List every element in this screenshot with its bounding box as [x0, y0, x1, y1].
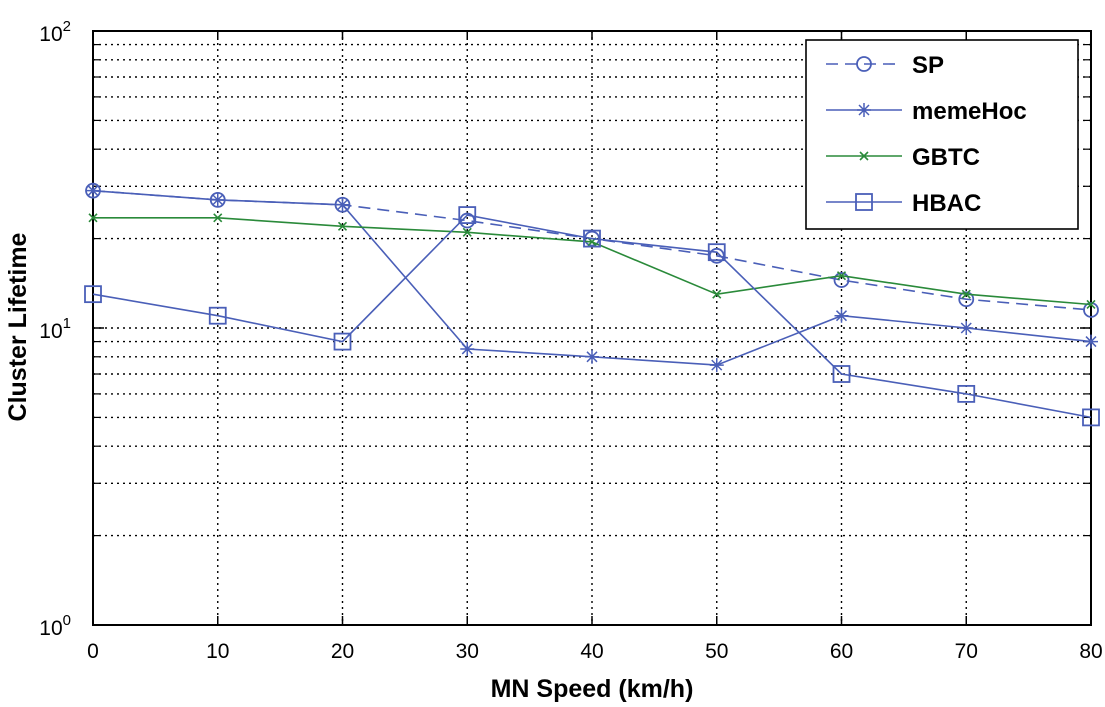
y-tick-label: 102 [39, 18, 71, 46]
circle-marker [708, 247, 725, 264]
x-marker [213, 213, 223, 223]
series-memeHoc [86, 183, 1098, 373]
x-marker [88, 213, 98, 223]
x-marker [1086, 299, 1096, 310]
square-marker [707, 243, 726, 262]
x-marker [337, 221, 348, 231]
star-marker [210, 192, 225, 207]
star-marker [834, 308, 849, 323]
x-marker [859, 151, 869, 161]
series-HBAC [84, 206, 1100, 427]
star-marker [585, 349, 599, 364]
circle-marker [958, 291, 975, 308]
square-marker [957, 384, 976, 403]
star-marker [335, 197, 350, 212]
x-marker [462, 227, 472, 237]
square-marker [855, 193, 873, 211]
axes: 0 10 20 30 40 50 60 70 80 100 101 102 [39, 18, 1102, 663]
y-axis-label: Cluster Lifetime [4, 232, 32, 421]
legend-label: HBAC [912, 190, 981, 217]
star-marker [1084, 334, 1098, 349]
x-tick-label: 70 [955, 640, 978, 663]
x-tick-label: 20 [331, 640, 354, 663]
x-tick-label: 40 [580, 640, 603, 663]
x-tick-label: 60 [830, 640, 853, 663]
star-marker [857, 103, 871, 117]
x-marker [712, 289, 722, 299]
square-marker [1082, 408, 1100, 427]
square-marker [208, 306, 227, 325]
square-marker [832, 365, 851, 383]
star-marker [86, 183, 100, 198]
series-line-HBAC [92, 214, 1092, 419]
square-marker [333, 332, 352, 351]
x-marker [961, 289, 971, 299]
x-marker [836, 271, 847, 281]
legend-label: memeHoc [912, 98, 1027, 125]
x-tick-label: 80 [1079, 640, 1102, 663]
y-tick-label: 100 [39, 612, 71, 640]
x-axis-label: MN Speed (km/h) [491, 675, 694, 703]
x-tick-label: 50 [705, 640, 728, 663]
circle-marker [833, 272, 850, 288]
legend-label: SP [912, 52, 944, 79]
legend-box [805, 39, 1079, 230]
star-marker [959, 321, 974, 335]
x-tick-label: 30 [456, 640, 479, 663]
star-marker [709, 358, 724, 373]
circle-marker [856, 56, 872, 72]
square-marker [84, 285, 102, 304]
y-tick-label: 101 [39, 315, 71, 343]
star-marker [460, 341, 475, 356]
legend-label: GBTC [912, 144, 980, 171]
square-marker [458, 206, 477, 224]
x-tick-label: 10 [206, 640, 229, 663]
square-marker [583, 229, 601, 248]
x-tick-label: 0 [87, 640, 99, 663]
legend: SP memeHoc GBTC HBAC [805, 39, 1079, 230]
series-layer [84, 182, 1100, 427]
circle-marker [459, 212, 476, 229]
circle-marker [1083, 302, 1099, 318]
